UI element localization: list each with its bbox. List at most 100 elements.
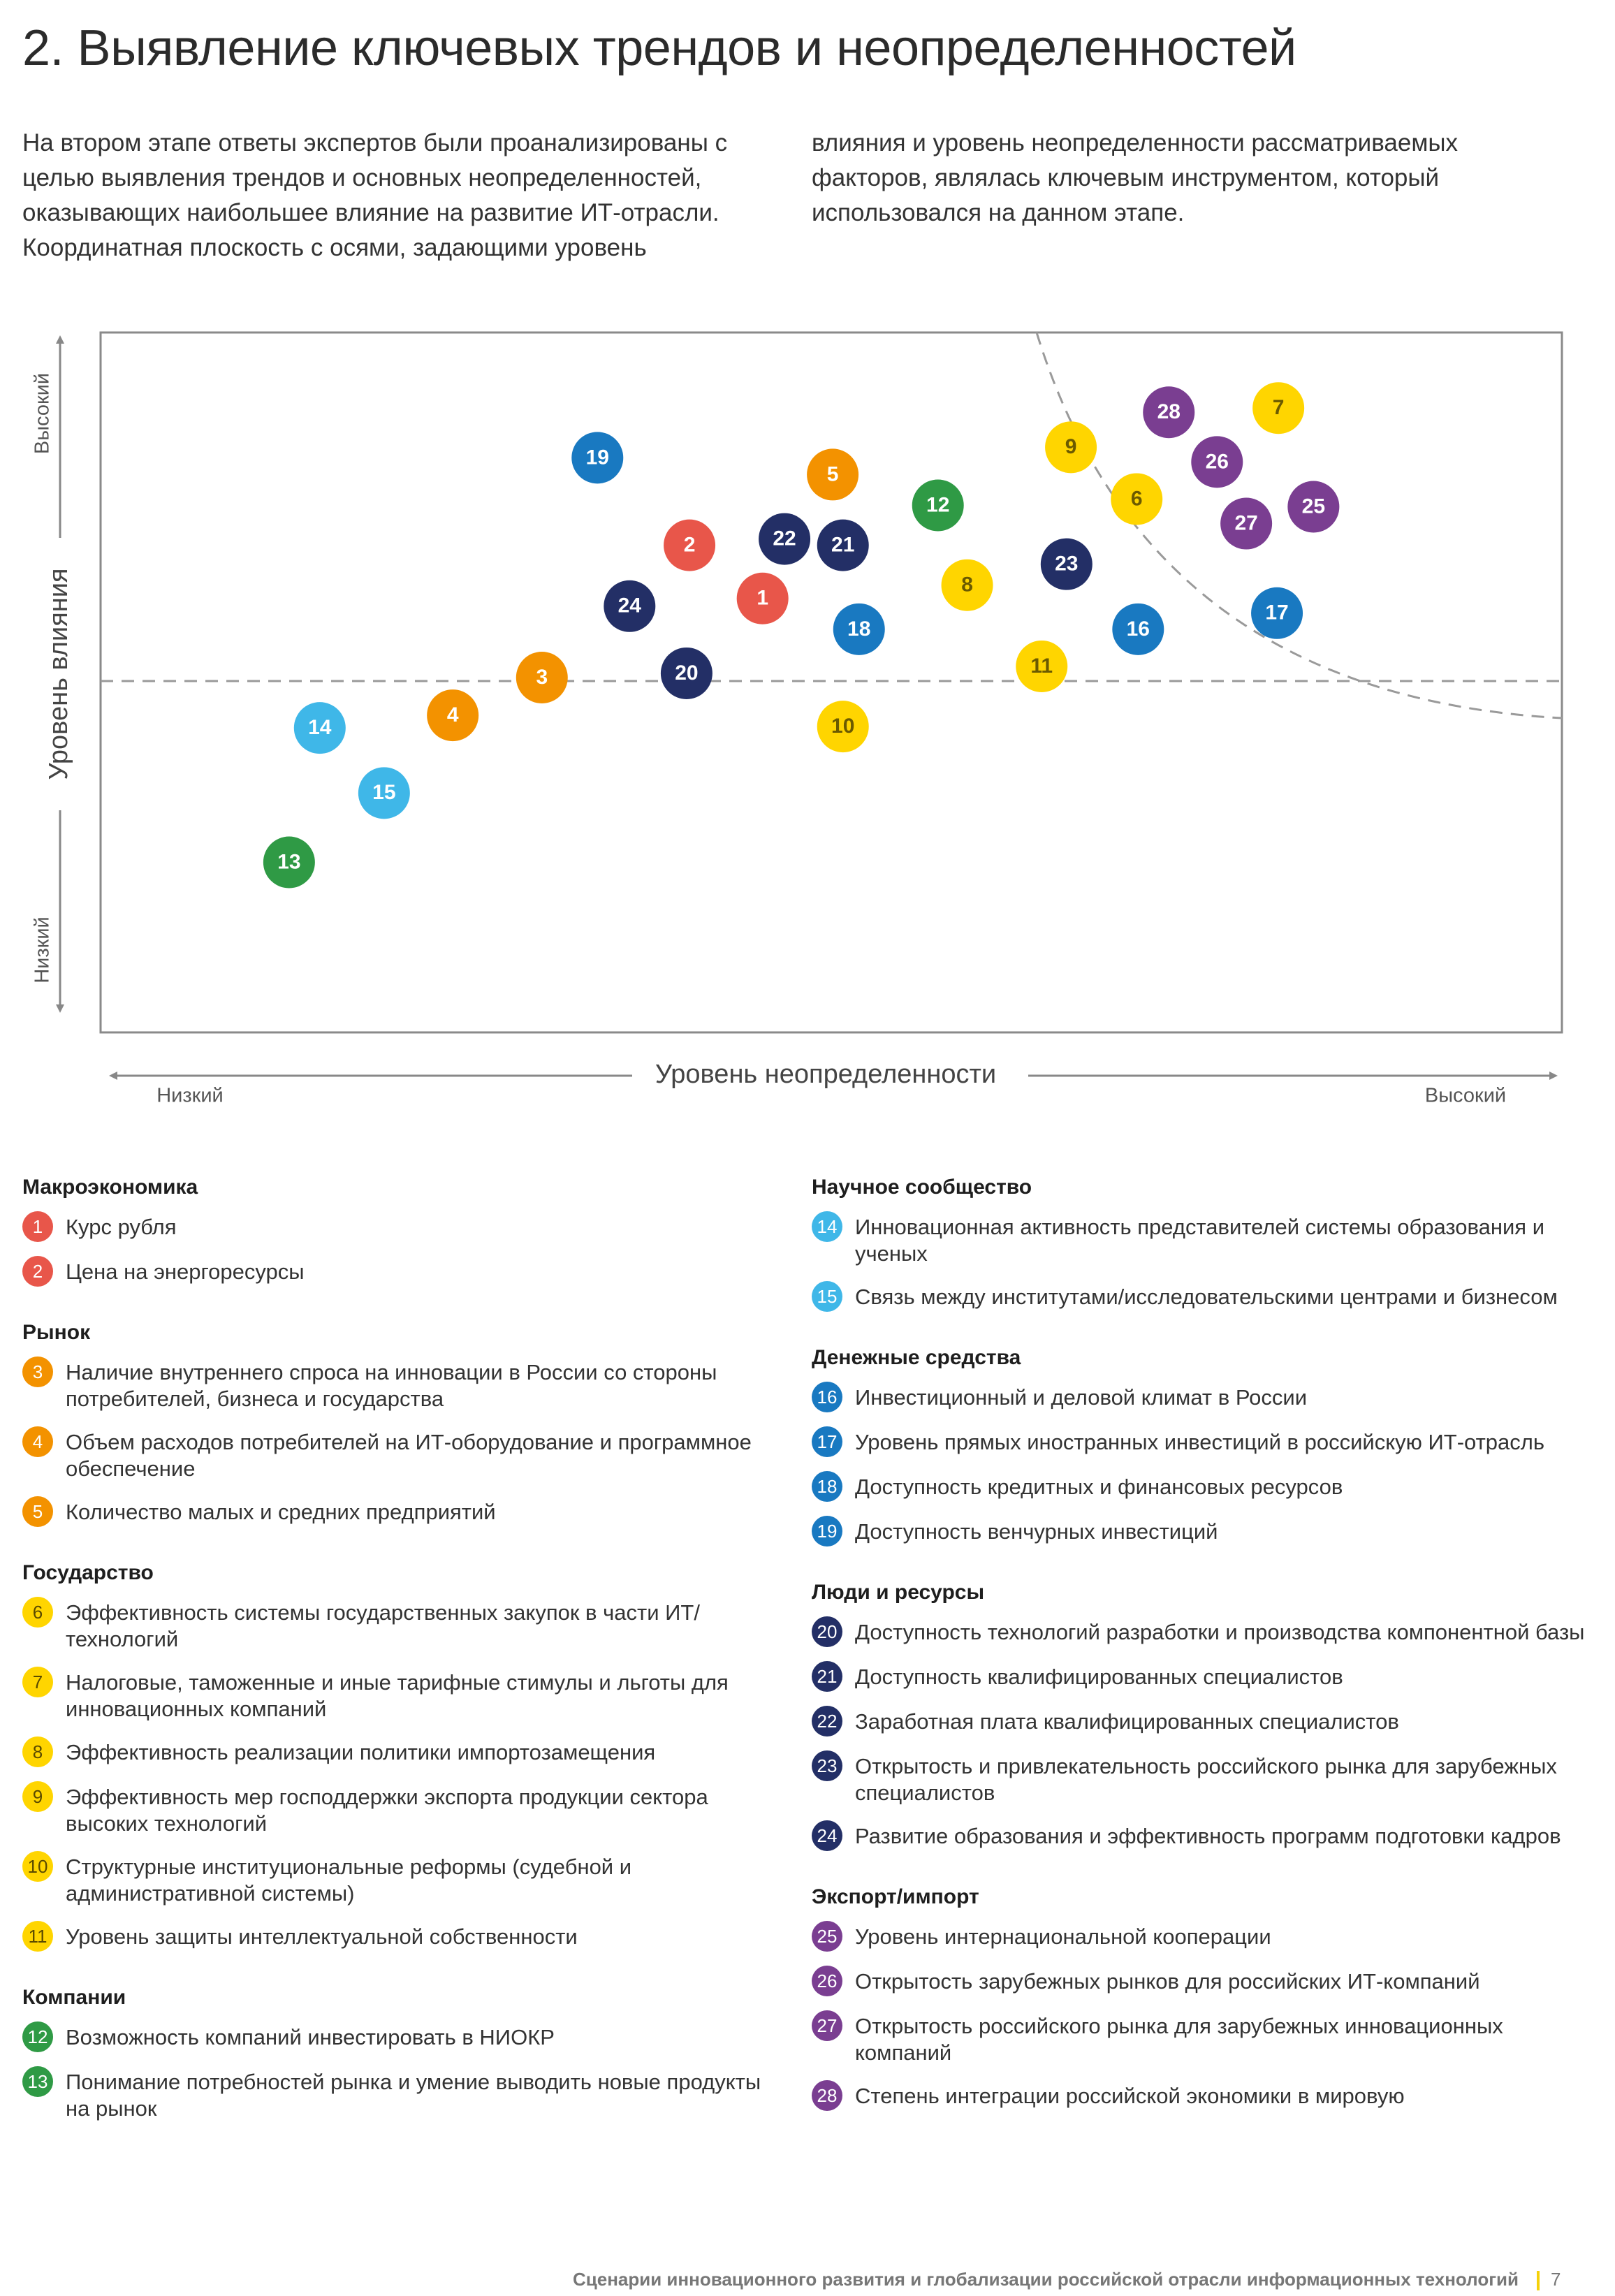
data-point-marker — [516, 651, 568, 703]
legend-item-22: 22 Заработная плата квалифицированных спе… — [812, 1706, 1594, 1736]
legend-item-25: 25 Уровень интернациональной кооперации — [812, 1921, 1594, 1952]
data-point-marker — [1252, 382, 1305, 434]
legend-item-26: 26 Открытость зарубежных рынков для росси… — [812, 1966, 1594, 1996]
legend-item-text: Эффективность системы государственных за… — [66, 1600, 700, 1651]
data-point-marker — [293, 702, 346, 754]
data-point-marker — [807, 448, 859, 501]
y-axis-label: Уровень влияния — [44, 568, 73, 780]
data-point-marker — [571, 432, 624, 484]
data-point-12: 12 — [912, 479, 964, 532]
legend-item-text: Наличие внутреннего спроса на инновации … — [66, 1360, 717, 1411]
legend-item-text: Инновационная активность представителей … — [855, 1215, 1545, 1266]
legend-item-1: 1 Курс рубля — [22, 1211, 777, 1242]
footer: Сценарии инновационного развития и глоба… — [0, 2269, 1558, 2291]
legend-group: Экспорт/импорт 25 Уровень интернационально… — [812, 1883, 1594, 2111]
data-point-marker — [1016, 640, 1068, 692]
legend-item-20: 20 Доступность технологий разработки и пр… — [812, 1616, 1594, 1647]
data-point-marker — [1251, 587, 1303, 639]
data-point-28: 28 — [1143, 386, 1195, 439]
legend-item-text: Понимание потребностей рынка и умение вы… — [66, 2070, 761, 2121]
data-point-18: 18 — [833, 603, 885, 655]
data-point-24: 24 — [604, 580, 656, 632]
legend-group-title: Государство — [22, 1561, 154, 1584]
data-point-label: 26 — [1206, 450, 1229, 473]
data-point-27: 27 — [1220, 497, 1273, 550]
data-point-marker — [1287, 481, 1340, 533]
legend-badge: 7 — [22, 1667, 53, 1697]
data-point-marker — [1143, 386, 1195, 439]
x-axis-low-label: Низкий — [156, 1085, 224, 1107]
data-point-marker — [358, 767, 410, 819]
legend-item-text: Доступность технологий разработки и прои… — [855, 1620, 1585, 1644]
legend-item-text: Уровень защиты интеллектуальной собствен… — [66, 1924, 578, 1949]
legend-badge: 28 — [812, 2080, 842, 2111]
data-point-marker — [1112, 603, 1164, 655]
legend-item-23: 23 Открытость и привлекательность российс… — [812, 1750, 1594, 1806]
data-point-label: 27 — [1234, 511, 1257, 534]
legend-item-3: 3 Наличие внутреннего спроса на инновации… — [22, 1357, 777, 1412]
data-point-marker — [941, 559, 993, 611]
data-point-marker — [1045, 421, 1097, 474]
data-point-16: 16 — [1112, 603, 1164, 655]
data-point-label: 9 — [1065, 435, 1077, 458]
legend-item-text: Уровень прямых иностранных инвестиций в … — [855, 1430, 1544, 1454]
data-point-label: 3 — [536, 666, 548, 689]
legend-badge: 16 — [812, 1382, 842, 1412]
data-point-marker — [833, 603, 885, 655]
data-point-label: 22 — [773, 527, 796, 550]
legend-badge: 5 — [22, 1496, 53, 1527]
legend-badge: 9 — [22, 1781, 53, 1812]
legend-badge: 15 — [812, 1281, 842, 1312]
legend-item-text: Доступность венчурных инвестиций — [855, 1519, 1218, 1544]
data-point-label: 24 — [618, 594, 642, 617]
data-point-label: 21 — [831, 534, 854, 557]
data-point-label: 6 — [1131, 487, 1143, 510]
legend-item-14: 14 Инновационная активность представителе… — [812, 1211, 1594, 1267]
legend-item-text: Уровень интернациональной кооперации — [855, 1924, 1271, 1949]
data-point-label: 28 — [1157, 400, 1181, 423]
data-point-label: 25 — [1302, 495, 1325, 518]
legend-group: Макроэкономика 1 Курс рубля 2 Цена на энерго… — [22, 1173, 777, 1287]
data-point-marker — [1040, 538, 1092, 590]
x-axis-label: Уровень неопределенности — [655, 1060, 996, 1089]
data-point-19: 19 — [571, 432, 624, 484]
legend-item-7: 7 Налоговые, таможенные и иные тарифные с… — [22, 1667, 777, 1723]
data-point-8: 8 — [941, 559, 993, 611]
data-point-label: 7 — [1273, 396, 1285, 419]
legend-item-2: 2 Цена на энергоресурсы — [22, 1256, 777, 1287]
data-point-marker — [263, 836, 315, 889]
legend-item-text: Открытость зарубежных рынков для российс… — [855, 1969, 1480, 1994]
legend-badge: 20 — [812, 1616, 842, 1647]
legend-group: Люди и ресурсы 20 Доступность технологий р… — [812, 1579, 1594, 1851]
data-point-3: 3 — [516, 651, 568, 703]
legend-item-19: 19 Доступность венчурных инвестиций — [812, 1516, 1594, 1546]
data-point-label: 5 — [827, 462, 839, 485]
data-point-label: 4 — [447, 703, 459, 726]
intro-paragraph-right: влияния и уровень неопределенности рассм… — [812, 129, 1459, 226]
legend-item-text: Структурные институциональные реформы (с… — [66, 1855, 632, 1906]
legend-item-10: 10 Структурные институциональные реформы … — [22, 1851, 777, 1907]
legend-badge: 17 — [812, 1426, 842, 1457]
legend-item-text: Объем расходов потребителей на ИТ-оборуд… — [66, 1430, 752, 1481]
data-point-label: 2 — [684, 534, 696, 557]
legend-badge: 8 — [22, 1736, 53, 1767]
legend-item-8: 8 Эффективность реализации политики импор… — [22, 1736, 777, 1767]
data-point-label: 18 — [847, 617, 870, 641]
legend-group-title: Экспорт/импорт — [812, 1885, 979, 1908]
legend-badge: 4 — [22, 1426, 53, 1457]
plot-frame — [99, 331, 1563, 1034]
data-point-13: 13 — [263, 836, 315, 889]
legend-item-24: 24 Развитие образования и эффективность п… — [812, 1820, 1594, 1851]
legend-item-18: 18 Доступность кредитных и финансовых рес… — [812, 1471, 1594, 1502]
legend-group-title: Макроэкономика — [22, 1176, 198, 1199]
footer-title: Сценарии инновационного развития и глоба… — [572, 2269, 1519, 2290]
legend-badge: 13 — [22, 2066, 53, 2097]
data-point-21: 21 — [817, 519, 869, 571]
legend-item-6: 6 Эффективность системы государственных з… — [22, 1597, 777, 1653]
data-point-2: 2 — [664, 519, 716, 571]
legend-badge: 26 — [812, 1966, 842, 1996]
data-point-15: 15 — [358, 767, 410, 819]
data-point-10: 10 — [817, 701, 869, 753]
data-point-22: 22 — [759, 513, 811, 565]
legend-item-text: Доступность кредитных и финансовых ресур… — [855, 1475, 1343, 1499]
